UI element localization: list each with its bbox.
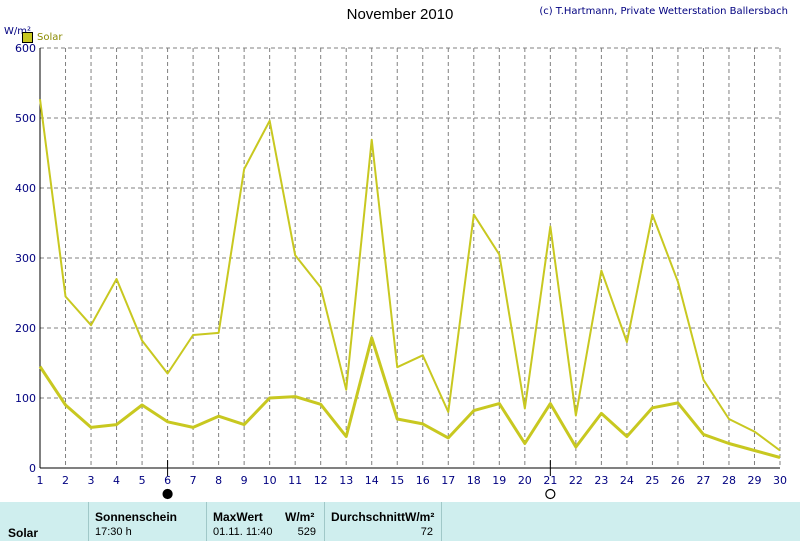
- x-tick-label: 1: [37, 474, 44, 487]
- x-tick-label: 17: [441, 474, 455, 487]
- x-tick-label: 20: [518, 474, 532, 487]
- panel-row-label: Solar: [8, 526, 39, 540]
- y-tick-label: 200: [15, 322, 36, 335]
- x-tick-label: 7: [190, 474, 197, 487]
- legend-swatch: [22, 32, 33, 43]
- x-tick-label: 25: [645, 474, 659, 487]
- x-tick-label: 9: [241, 474, 248, 487]
- x-tick-label: 3: [88, 474, 95, 487]
- avg-cell: DurchschnittW/m² 72: [324, 502, 442, 541]
- full-moon-icon: [545, 488, 556, 500]
- y-tick-label: 300: [15, 252, 36, 265]
- max-cell: MaxWert W/m² 01.11. 11:40 529: [206, 502, 324, 541]
- y-axis-unit: W/m²: [4, 26, 32, 37]
- credit-text: (c) T.Hartmann, Private Wetterstation Ba…: [539, 6, 788, 17]
- x-tick-label: 26: [671, 474, 685, 487]
- y-tick-label: 600: [15, 42, 36, 55]
- x-tick-label: 13: [339, 474, 353, 487]
- chart-title: November 2010: [346, 6, 454, 23]
- legend: Solar: [22, 32, 62, 43]
- y-tick-label: 0: [29, 462, 36, 475]
- x-tick-label: 27: [696, 474, 710, 487]
- x-tick-label: 21: [543, 474, 557, 487]
- series-line-max: [39, 98, 781, 452]
- y-tick-label: 100: [15, 392, 36, 405]
- x-tick-label: 15: [390, 474, 404, 487]
- x-tick-label: 6: [164, 474, 171, 487]
- max-value: 529: [297, 526, 316, 538]
- new-moon-icon: [162, 488, 173, 500]
- x-tick-label: 18: [467, 474, 481, 487]
- x-tick-label: 8: [215, 474, 222, 487]
- sunshine-label: Sonnenschein: [95, 510, 178, 524]
- x-tick-label: 22: [569, 474, 583, 487]
- x-tick-label: 16: [416, 474, 430, 487]
- x-tick-label: 14: [365, 474, 379, 487]
- sunshine-cell: Sonnenschein 17:30 h: [88, 502, 206, 541]
- x-tick-label: 5: [139, 474, 146, 487]
- x-tick-label: 24: [620, 474, 634, 487]
- x-tick-label: 29: [747, 474, 761, 487]
- series-line-avg: [38, 336, 781, 459]
- max-label: MaxWert: [213, 510, 263, 524]
- max-unit: W/m²: [285, 510, 315, 524]
- avg-value: 72: [420, 526, 433, 538]
- summary-panel: Solar Sonnenschein 17:30 h MaxWert W/m² …: [0, 502, 800, 541]
- y-tick-label: 500: [15, 112, 36, 125]
- x-tick-label: 4: [113, 474, 120, 487]
- legend-label: Solar: [37, 32, 63, 43]
- x-tick-label: 28: [722, 474, 736, 487]
- avg-label: DurchschnittW/m²: [331, 510, 435, 524]
- sunshine-value: 17:30 h: [95, 526, 132, 538]
- x-tick-label: 12: [314, 474, 328, 487]
- x-tick-label: 19: [492, 474, 506, 487]
- x-tick-label: 2: [62, 474, 69, 487]
- x-tick-label: 23: [594, 474, 608, 487]
- x-tick-label: 11: [288, 474, 302, 487]
- y-tick-label: 400: [15, 182, 36, 195]
- x-tick-label: 10: [263, 474, 277, 487]
- x-tick-label: 30: [773, 474, 787, 487]
- max-time: 01.11. 11:40: [213, 526, 273, 538]
